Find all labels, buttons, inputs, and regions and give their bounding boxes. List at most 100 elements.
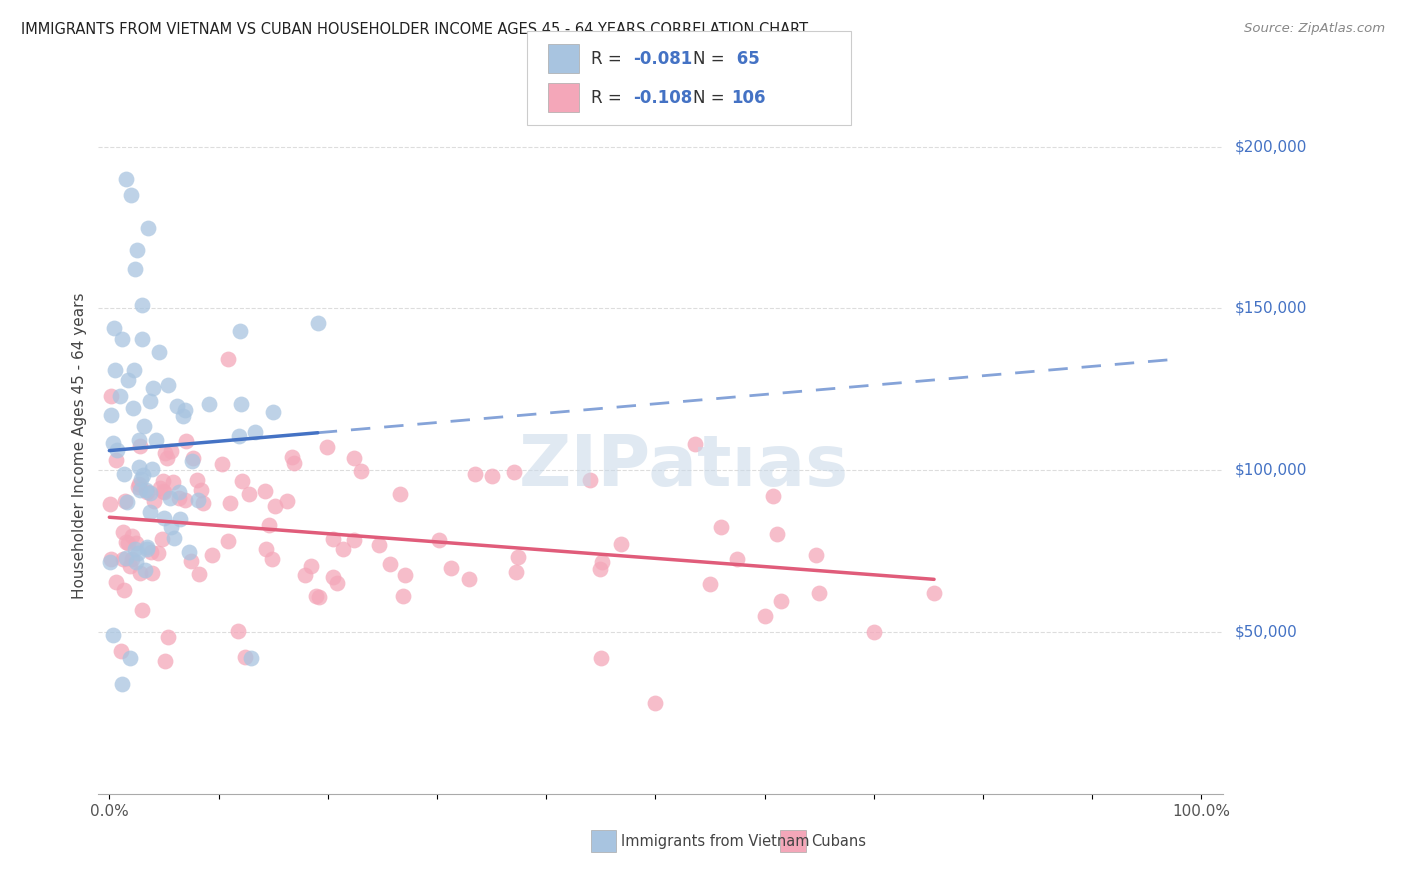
- Point: [160, 443, 183, 458]
- Point: [644, 696, 666, 710]
- Point: [262, 551, 284, 566]
- Point: [105, 452, 128, 467]
- Point: [610, 537, 633, 551]
- Point: [283, 456, 305, 470]
- Point: [149, 481, 172, 495]
- Point: [257, 517, 280, 532]
- Point: [115, 495, 138, 509]
- Point: [316, 440, 339, 454]
- Point: [153, 511, 176, 525]
- Point: [229, 397, 252, 411]
- Point: [117, 373, 139, 387]
- Point: [307, 316, 329, 330]
- Point: [217, 534, 239, 549]
- Point: [141, 566, 163, 580]
- Point: [862, 625, 884, 640]
- Point: [262, 405, 284, 419]
- Point: [699, 576, 721, 591]
- Point: [167, 491, 190, 505]
- Point: [389, 486, 412, 500]
- Text: $100,000: $100,000: [1234, 463, 1306, 478]
- Point: [117, 536, 139, 550]
- Point: [710, 520, 733, 534]
- Point: [392, 589, 415, 603]
- Point: [253, 483, 276, 498]
- Point: [725, 551, 748, 566]
- Point: [181, 454, 204, 468]
- Point: [343, 451, 366, 466]
- Point: [104, 363, 127, 377]
- Point: [111, 332, 134, 346]
- Text: 106: 106: [731, 88, 766, 106]
- Point: [187, 493, 209, 508]
- Point: [139, 545, 162, 559]
- Point: [141, 461, 163, 475]
- Point: [135, 483, 157, 498]
- Point: [322, 532, 344, 546]
- Text: R =: R =: [591, 88, 627, 106]
- Point: [125, 244, 148, 258]
- Point: [166, 399, 188, 413]
- Point: [124, 555, 146, 569]
- Point: [125, 536, 148, 550]
- Text: -0.108: -0.108: [633, 88, 692, 106]
- Point: [589, 651, 612, 665]
- Point: [118, 559, 141, 574]
- Point: [254, 541, 277, 556]
- Point: [589, 562, 612, 576]
- Point: [505, 565, 527, 579]
- Point: [139, 505, 162, 519]
- Y-axis label: Householder Income Ages 45 - 64 years: Householder Income Ages 45 - 64 years: [72, 293, 87, 599]
- Point: [458, 572, 481, 586]
- Text: Immigrants from Vietnam: Immigrants from Vietnam: [621, 834, 810, 848]
- Point: [114, 494, 136, 508]
- Point: [162, 475, 184, 490]
- Point: [121, 552, 143, 566]
- Point: [100, 497, 122, 511]
- Point: [683, 437, 706, 451]
- Point: [148, 345, 170, 359]
- Point: [129, 472, 152, 486]
- Point: [440, 561, 463, 575]
- Point: [770, 594, 793, 608]
- Point: [110, 644, 132, 658]
- Point: [108, 389, 131, 403]
- Point: [131, 332, 153, 346]
- Point: [142, 493, 165, 508]
- Text: N =: N =: [693, 88, 730, 106]
- Point: [806, 548, 828, 562]
- Point: [112, 552, 135, 566]
- Text: $50,000: $50,000: [1234, 624, 1298, 640]
- Point: [503, 466, 526, 480]
- Point: [156, 630, 179, 644]
- Point: [153, 485, 176, 500]
- Point: [127, 546, 149, 560]
- Point: [380, 557, 402, 571]
- Point: [922, 586, 945, 600]
- Point: [591, 555, 613, 569]
- Point: [131, 603, 153, 617]
- Point: [136, 542, 159, 557]
- Point: [350, 464, 373, 478]
- Point: [153, 446, 176, 460]
- Point: [754, 608, 776, 623]
- Point: [322, 570, 344, 584]
- Point: [118, 651, 141, 665]
- Point: [145, 434, 167, 448]
- Text: $150,000: $150,000: [1234, 301, 1306, 316]
- Point: [240, 651, 263, 665]
- Point: [163, 531, 186, 545]
- Point: [299, 559, 322, 574]
- Point: [105, 442, 128, 457]
- Point: [808, 586, 831, 600]
- Point: [280, 450, 302, 464]
- Point: [129, 439, 152, 453]
- Point: [181, 451, 204, 466]
- Point: [368, 539, 391, 553]
- Point: [128, 476, 150, 491]
- Point: [121, 529, 143, 543]
- Point: [100, 389, 122, 403]
- Point: [217, 351, 239, 366]
- Point: [200, 549, 222, 563]
- Point: [174, 492, 197, 507]
